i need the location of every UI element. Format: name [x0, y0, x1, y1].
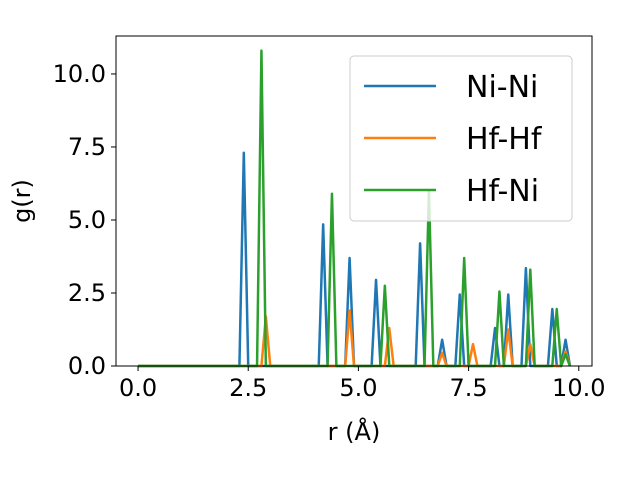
legend: Ni-Ni Hf-Hf Hf-Ni	[349, 55, 573, 222]
plot-frame	[115, 35, 593, 367]
x-tick-label: 10.0	[552, 374, 605, 402]
y-tick-label: 7.5	[68, 133, 106, 161]
y-tick-label: 10.0	[53, 60, 106, 88]
x-axis-label: r (Å)	[328, 417, 381, 446]
y-tick-label: 5.0	[68, 206, 106, 234]
y-axis-label: g(r)	[8, 179, 36, 223]
y-tick-label: 2.5	[68, 279, 106, 307]
x-axis-ticks: 0.0 2.5 5.0 7.5 10.0	[119, 366, 605, 402]
legend-entries: Ni-Ni Hf-Hf Hf-Ni	[364, 70, 543, 209]
x-tick-label: 2.5	[229, 374, 267, 402]
x-tick-label: 7.5	[450, 374, 488, 402]
x-tick-label: 5.0	[339, 374, 377, 402]
y-tick-label: 0.0	[68, 352, 106, 380]
y-axis-ticks: 0.0 2.5 5.0 7.5 10.0	[53, 60, 116, 380]
legend-box	[349, 55, 573, 222]
x-tick-label: 0.0	[119, 374, 157, 402]
legend-label-hf-hf: Hf-Hf	[466, 122, 543, 157]
legend-label-ni-ni: Ni-Ni	[466, 70, 538, 105]
legend-label-hf-ni: Hf-Ni	[466, 174, 539, 209]
